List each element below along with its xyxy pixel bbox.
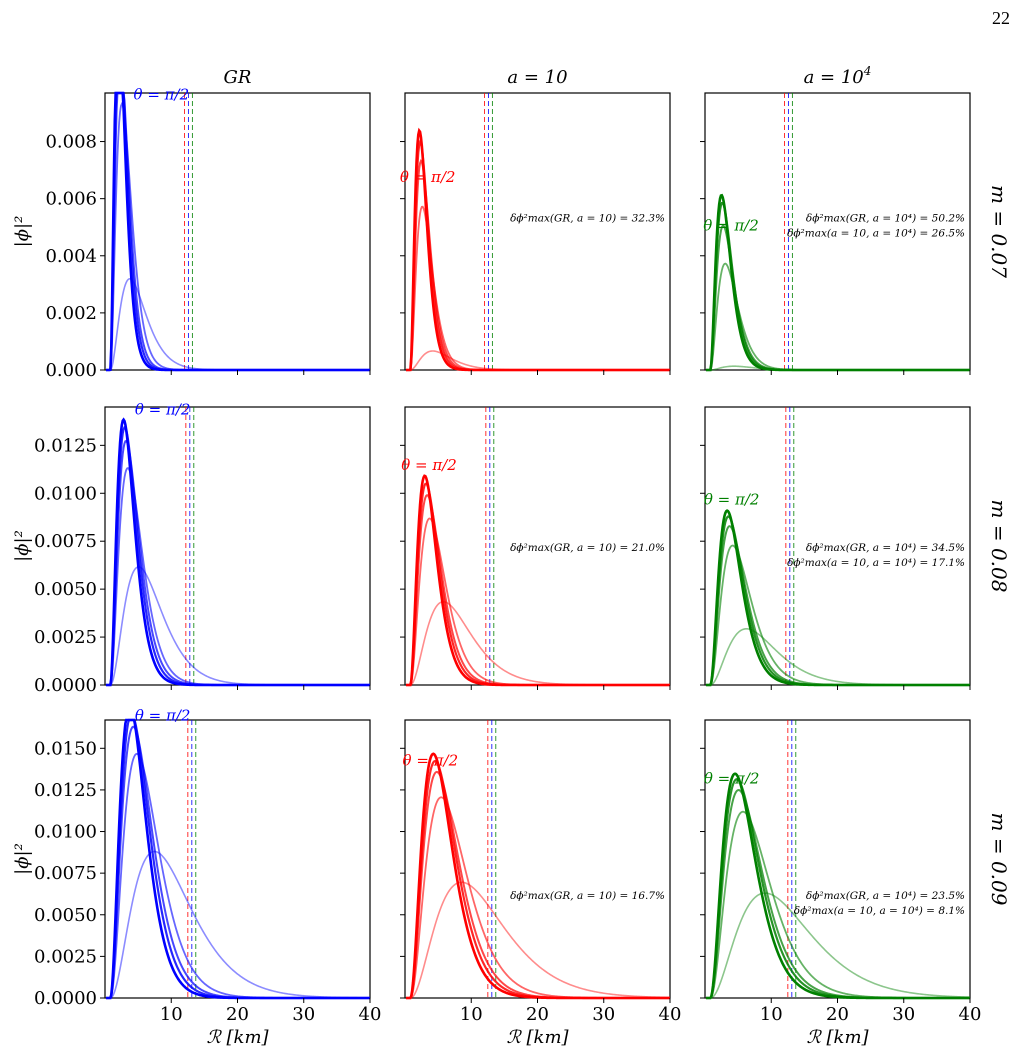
row-label: m = 0.08 bbox=[987, 500, 1011, 593]
x-axis-label: ℛ [km] bbox=[206, 1027, 269, 1048]
y-tick-label: 0.0025 bbox=[34, 627, 97, 648]
x-tick-label: 40 bbox=[659, 1004, 682, 1025]
curve-2 bbox=[105, 91, 370, 372]
y-tick-label: 0.0100 bbox=[34, 483, 97, 504]
theta-label: θ = π/2 bbox=[135, 706, 191, 724]
y-tick-label: 0.0050 bbox=[34, 905, 97, 926]
panel-r2-c3: θ = π/2 δϕ²max(GR, a = 10⁴) = 34.5% δϕ²max… bbox=[700, 406, 971, 690]
curve-3 bbox=[105, 439, 370, 686]
panel-r1-c1: θ = π/2 0.000 0.002 0.004 0.006 0.008 GR bbox=[45, 67, 371, 381]
curve-5 bbox=[405, 881, 671, 999]
x-tick-label: 10 bbox=[160, 1004, 183, 1025]
y-tick-label: 0.0025 bbox=[34, 946, 97, 967]
curve-1 bbox=[405, 752, 670, 1000]
y-tick-label: 0.0125 bbox=[34, 780, 97, 801]
axes-frame bbox=[704, 719, 971, 999]
percent-annotation: δϕ²max(GR, a = 10) = 32.3% bbox=[510, 213, 665, 225]
column-title: GR bbox=[224, 67, 252, 88]
theta-label: θ = π/2 bbox=[703, 217, 759, 235]
curve-1 bbox=[105, 718, 370, 1000]
row-label: m = 0.07 bbox=[987, 185, 1011, 278]
x-tick-label: 10 bbox=[760, 1004, 783, 1025]
panel-r3-c3: θ = π/2 δϕ²max(GR, a = 10⁴) = 23.5% δϕ²max… bbox=[700, 719, 982, 1048]
y-tick-label: 0.004 bbox=[45, 246, 97, 267]
y-tick-label: 0.002 bbox=[45, 303, 97, 324]
axes-frame bbox=[104, 406, 371, 686]
y-axis-label: |ϕ|² bbox=[12, 843, 33, 875]
curve-3 bbox=[105, 92, 370, 371]
curve-1 bbox=[705, 509, 970, 687]
x-tick-label: 40 bbox=[359, 1004, 382, 1025]
panel-r3-c2: θ = π/2 δϕ²max(GR, a = 10) = 16.7% 10 20 30 4… bbox=[400, 719, 682, 1048]
column-title: a = 10 bbox=[507, 67, 567, 88]
percent-annotation: δϕ²max(GR, a = 10) = 21.0% bbox=[510, 542, 665, 554]
y-tick-label: 0.0000 bbox=[34, 675, 97, 696]
y-axis-label: |ϕ|² bbox=[12, 530, 33, 562]
x-tick-label: 40 bbox=[959, 1004, 982, 1025]
panel-r1-c3: θ = π/2 δϕ²max(GR, a = 10⁴) = 50.2% δϕ²max… bbox=[700, 64, 971, 375]
y-tick-label: 0.0100 bbox=[34, 822, 97, 843]
axes-frame bbox=[404, 92, 671, 371]
x-tick-label: 20 bbox=[226, 1004, 249, 1025]
percent-annotation: δϕ²max(GR, a = 10⁴) = 50.2% bbox=[806, 213, 965, 225]
percent-annotation: δϕ²max(GR, a = 10⁴) = 23.5% bbox=[806, 890, 965, 902]
y-tick-label: 0.0075 bbox=[34, 531, 97, 552]
curve-4 bbox=[105, 467, 370, 686]
percent-annotation: δϕ²max(a = 10, a = 10⁴) = 8.1% bbox=[794, 905, 965, 917]
y-tick-label: 0.0150 bbox=[34, 738, 97, 759]
curve-2 bbox=[105, 426, 370, 687]
y-tick-label: 0.0000 bbox=[34, 988, 97, 1009]
x-axis-label: ℛ [km] bbox=[506, 1027, 569, 1048]
column-title: a = 104 bbox=[804, 64, 872, 88]
curve-1 bbox=[705, 772, 970, 1000]
percent-annotation: δϕ²max(a = 10, a = 10⁴) = 26.5% bbox=[787, 228, 965, 240]
x-tick-label: 10 bbox=[460, 1004, 483, 1025]
curve-3 bbox=[405, 493, 670, 686]
theta-label: θ = π/2 bbox=[135, 400, 191, 418]
curve-1 bbox=[405, 127, 670, 372]
page-number: 22 bbox=[992, 8, 1010, 28]
percent-annotation: δϕ²max(GR, a = 10⁴) = 34.5% bbox=[806, 542, 965, 554]
curve-3 bbox=[105, 725, 370, 999]
panel-r2-c1: θ = π/2 0.0000 0.0025 0.0050 0.0075 0.0100 0.0… bbox=[34, 400, 371, 696]
curve-5 bbox=[105, 850, 370, 999]
theta-label: θ = π/2 bbox=[134, 85, 190, 103]
curve-1 bbox=[105, 91, 370, 372]
curve-4 bbox=[105, 102, 370, 371]
percent-annotation: δϕ²max(GR, a = 10) = 16.7% bbox=[510, 890, 665, 902]
x-tick-label: 20 bbox=[526, 1004, 549, 1025]
y-tick-label: 0.000 bbox=[45, 360, 97, 381]
panel-r3-c1: θ = π/2 0.0000 0.0025 0.0050 0.0075 0.0100 0.0… bbox=[34, 706, 381, 1048]
theta-label: θ = π/2 bbox=[400, 168, 456, 186]
curve-3 bbox=[405, 159, 670, 371]
panel-r2-c2: θ = π/2 δϕ²max(GR, a = 10) = 21.0% bbox=[400, 406, 671, 690]
y-axis-label: |ϕ|² bbox=[12, 216, 33, 248]
curve-1 bbox=[105, 417, 370, 687]
panel-r1-c2: θ = π/2 δϕ²max(GR, a = 10) = 32.3% a = 10 bbox=[400, 67, 671, 375]
row-label: m = 0.09 bbox=[987, 813, 1011, 906]
y-tick-label: 0.006 bbox=[45, 189, 97, 210]
y-tick-label: 0.008 bbox=[45, 132, 97, 153]
curve-4 bbox=[405, 205, 670, 371]
theta-label: θ = π/2 bbox=[704, 770, 760, 788]
y-tick-label: 0.0075 bbox=[34, 863, 97, 884]
curve-5 bbox=[705, 892, 971, 999]
y-tick-label: 0.0125 bbox=[34, 435, 97, 456]
curve-5 bbox=[705, 628, 970, 686]
x-tick-label: 30 bbox=[892, 1004, 915, 1025]
curve-2 bbox=[405, 759, 670, 1000]
x-tick-label: 30 bbox=[292, 1004, 315, 1025]
y-tick-label: 0.0050 bbox=[34, 579, 97, 600]
theta-label: θ = π/2 bbox=[704, 490, 760, 508]
theta-label: θ = π/2 bbox=[403, 751, 459, 769]
x-tick-label: 30 bbox=[592, 1004, 615, 1025]
percent-annotation: δϕ²max(a = 10, a = 10⁴) = 17.1% bbox=[787, 557, 965, 569]
theta-label: θ = π/2 bbox=[401, 456, 457, 474]
x-tick-label: 20 bbox=[826, 1004, 849, 1025]
x-axis-label: ℛ [km] bbox=[806, 1027, 869, 1048]
